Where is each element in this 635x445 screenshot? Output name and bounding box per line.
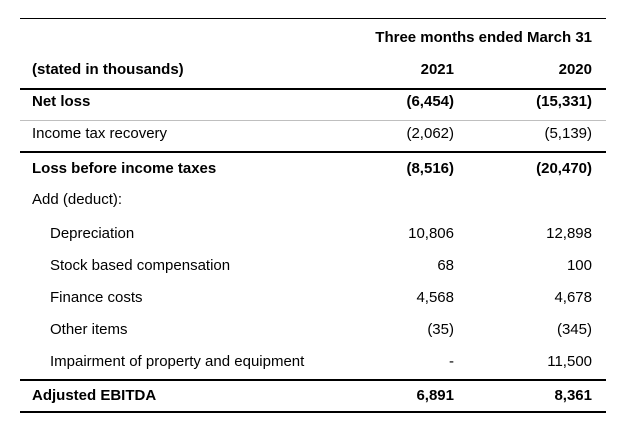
table-row: Adjusted EBITDA 6,891 8,361 (20, 380, 606, 412)
value-2021: 4,568 (416, 289, 454, 306)
header-rule (20, 88, 606, 90)
value-2021: 10,806 (408, 225, 454, 242)
value-2020: (15,331) (536, 93, 592, 110)
row-divider (20, 120, 606, 121)
value-2021: 68 (437, 257, 454, 274)
row-label: Net loss (32, 93, 91, 110)
table-row: Add (deduct): (20, 184, 606, 216)
value-2020: 11,500 (547, 353, 592, 370)
table-row: Net loss (6,454) (15,331) (20, 86, 606, 118)
top-rule (20, 18, 606, 19)
row-label: Other items (50, 321, 128, 338)
value-2021: (35) (427, 321, 454, 338)
column-header-row: (stated in thousands) 2021 2020 (20, 54, 606, 86)
value-2020: (20,470) (536, 160, 592, 177)
row-label: Finance costs (50, 289, 143, 306)
unit-label: (stated in thousands) (32, 61, 184, 78)
row-label: Add (deduct): (32, 191, 123, 208)
value-2020: 8,361 (554, 387, 592, 404)
value-2020: 12,898 (546, 225, 592, 242)
total-rule (20, 379, 606, 381)
table-row: Depreciation 10,806 12,898 (20, 218, 606, 250)
table-row: Stock based compensation 68 100 (20, 250, 606, 282)
column-header-2021: 2021 (420, 61, 454, 78)
value-2021: (8,516) (406, 160, 454, 177)
table-row: Other items (35) (345) (20, 314, 606, 346)
table-row: Finance costs 4,568 4,678 (20, 282, 606, 314)
table-row: Income tax recovery (2,062) (5,139) (20, 118, 606, 150)
value-2021: (2,062) (406, 125, 454, 142)
table-row: Loss before income taxes (8,516) (20,470… (20, 153, 606, 185)
value-2020: 4,678 (554, 289, 592, 306)
row-label: Stock based compensation (50, 257, 231, 274)
value-2020: (345) (556, 321, 592, 338)
subtotal-rule (20, 151, 606, 153)
column-header-2020: 2020 (558, 61, 592, 78)
row-label: Depreciation (50, 225, 135, 242)
period-header: Three months ended March 31 (375, 29, 592, 46)
row-label: Loss before income taxes (32, 160, 217, 177)
row-label: Impairment of property and equipment (50, 353, 305, 370)
row-label: Income tax recovery (32, 125, 168, 142)
bottom-rule (20, 411, 606, 413)
value-2020: (5,139) (544, 125, 592, 142)
value-2021: 6,891 (416, 387, 454, 404)
value-2021: - (449, 353, 454, 370)
value-2021: (6,454) (406, 93, 454, 110)
value-2020: 100 (566, 257, 592, 274)
row-label: Adjusted EBITDA (32, 387, 157, 404)
table-row: Impairment of property and equipment - 1… (20, 346, 606, 378)
